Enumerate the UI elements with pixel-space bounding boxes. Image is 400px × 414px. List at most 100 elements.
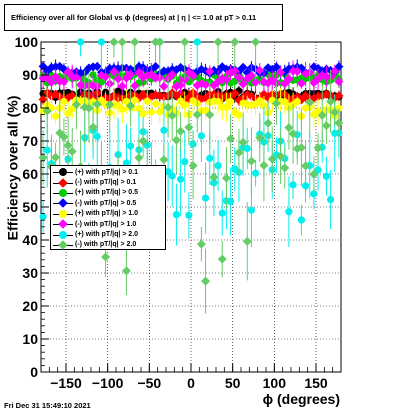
data-point <box>238 137 248 147</box>
data-point <box>284 123 294 133</box>
data-point <box>317 110 327 120</box>
data-point <box>51 112 60 120</box>
y-tick-label: 30 <box>22 265 38 281</box>
data-point <box>121 266 131 276</box>
data-point <box>188 161 198 171</box>
data-point <box>209 172 219 182</box>
data-point <box>242 236 252 246</box>
data-point <box>192 110 202 120</box>
data-point <box>43 146 51 154</box>
data-point <box>334 77 344 87</box>
data-point <box>71 100 81 110</box>
data-point <box>93 132 101 141</box>
data-point <box>109 37 119 47</box>
data-point <box>185 211 193 219</box>
data-point <box>92 61 102 71</box>
data-point <box>285 208 293 216</box>
data-point <box>214 161 222 170</box>
axis-ticks: 0 10 20 30 40 50 60 70 80 90 100 −150 −100 −50 0 50 100 1… <box>15 34 342 391</box>
data-point <box>63 140 73 150</box>
data-point <box>260 102 268 110</box>
data-point <box>38 153 48 163</box>
data-point <box>263 118 273 128</box>
data-point <box>226 98 235 106</box>
data-point <box>289 181 297 189</box>
data-point <box>46 77 56 87</box>
data-point <box>259 160 269 170</box>
data-point <box>243 144 251 153</box>
data-point <box>326 96 336 106</box>
x-tick-label: −150 <box>50 375 82 391</box>
data-point <box>97 78 106 86</box>
data-point <box>296 78 306 88</box>
legend-item: (-) with pT/|q| > 1.0 <box>51 219 165 229</box>
data-point <box>184 122 194 132</box>
data-point <box>147 108 156 116</box>
y-tick-label: 100 <box>15 34 39 50</box>
data-point <box>221 75 231 85</box>
chart-title: Efficiency over all for Global vs ϕ (deg… <box>4 4 283 31</box>
data-point <box>122 97 131 106</box>
y-tick-label: 50 <box>22 199 38 215</box>
legend-marker <box>51 167 75 177</box>
legend-marker <box>51 219 75 229</box>
data-point <box>143 97 151 105</box>
y-tick-label: 40 <box>22 232 38 248</box>
data-point <box>171 135 181 145</box>
data-point <box>313 143 323 153</box>
legend-item: (+) with pT/|q| > 0.1 <box>51 167 165 177</box>
data-point <box>71 73 81 83</box>
data-point <box>230 66 240 76</box>
data-point <box>176 175 185 183</box>
legend-label: (+) with pT/|q| > 1.0 <box>75 210 139 218</box>
data-point <box>213 37 223 47</box>
data-marks <box>38 37 344 314</box>
data-point <box>214 98 222 106</box>
data-point <box>230 88 240 98</box>
data-point <box>84 103 94 113</box>
data-point <box>281 98 289 106</box>
data-point <box>234 73 244 83</box>
legend-marker <box>51 230 75 240</box>
data-point <box>130 37 140 47</box>
y-tick-label: 80 <box>22 100 38 116</box>
legend-item: (-) with pT/|q| > 0.5 <box>51 198 165 209</box>
legend-item: (+) with pT/|q| > 2.0 <box>51 229 165 239</box>
data-point <box>330 107 340 117</box>
data-point <box>38 94 48 104</box>
legend-marker <box>51 198 75 209</box>
x-tick-label: −50 <box>137 375 161 391</box>
data-point <box>296 143 306 153</box>
data-point <box>67 146 77 156</box>
data-point <box>218 209 226 217</box>
data-point <box>163 102 173 112</box>
legend-marker <box>51 240 75 250</box>
data-point <box>310 190 318 198</box>
data-point <box>97 38 106 46</box>
data-point <box>51 152 61 162</box>
data-point <box>293 97 301 106</box>
data-point <box>222 103 231 111</box>
data-point <box>176 126 186 136</box>
data-point <box>230 37 240 47</box>
data-point <box>256 97 264 105</box>
data-point <box>292 66 302 76</box>
data-point <box>46 63 56 73</box>
data-point <box>334 91 344 101</box>
data-point <box>64 109 72 117</box>
x-tick-label: 100 <box>263 375 287 391</box>
data-point <box>159 81 169 91</box>
data-point <box>139 110 147 118</box>
data-point <box>201 194 210 202</box>
legend-item: (+) with pT/|q| > 1.0 <box>51 209 165 219</box>
data-point <box>193 38 201 46</box>
y-tick-label: 20 <box>22 298 38 314</box>
data-point <box>181 158 189 166</box>
data-point <box>118 105 126 113</box>
timestamp-footer: Fri Dec 31 15:49:10 2021 <box>4 401 91 410</box>
data-point <box>39 213 47 221</box>
data-point <box>138 136 148 146</box>
data-point <box>130 81 140 91</box>
data-point <box>117 37 127 47</box>
data-point <box>221 173 231 183</box>
